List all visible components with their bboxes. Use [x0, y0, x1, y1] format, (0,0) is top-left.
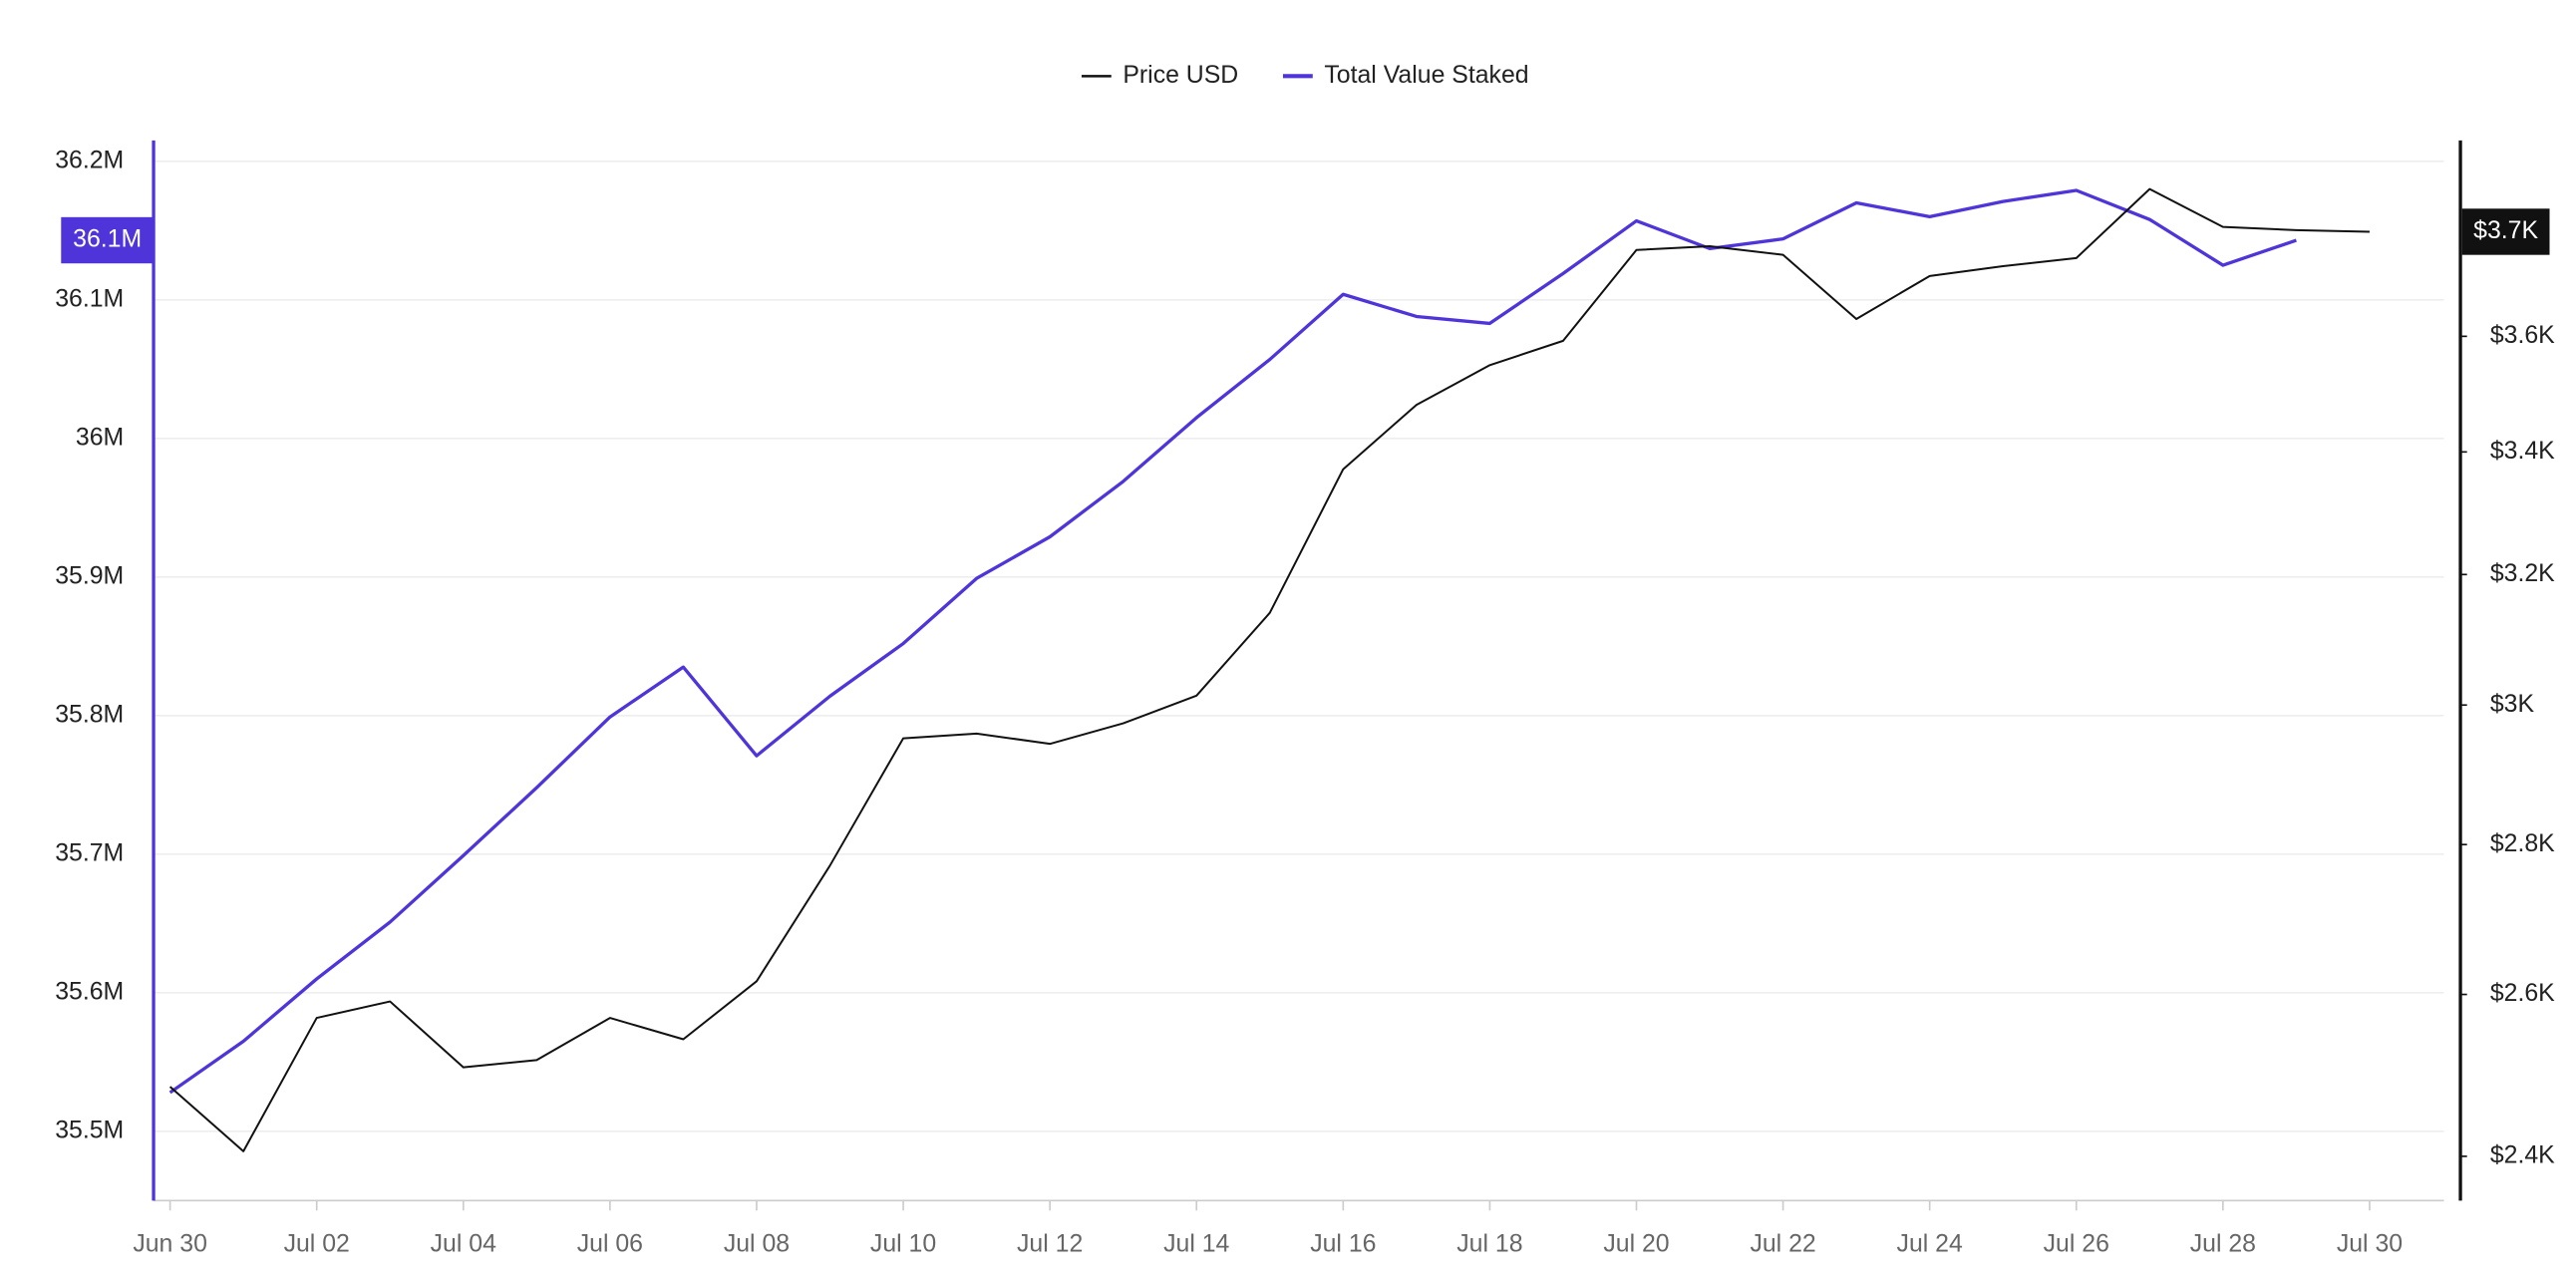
y2-tick-label: $3.4K	[2490, 438, 2555, 465]
x-tick-label: Jul 04	[431, 1231, 496, 1258]
x-tick-label: Jun 30	[133, 1231, 207, 1258]
legend-label: Price USD	[1123, 62, 1238, 89]
y2-tick-label: $3.2K	[2490, 560, 2555, 587]
x-tick-label: Jul 22	[1750, 1231, 1815, 1258]
y-tick-label: 36.2M	[55, 147, 124, 173]
x-tick-label: Jul 02	[284, 1231, 350, 1258]
x-tick-label: Jul 14	[1163, 1231, 1229, 1258]
current-badge	[2461, 208, 2550, 255]
current-label: 36.1M	[73, 226, 142, 253]
y2-tick-label: $2.6K	[2490, 980, 2555, 1007]
y-tick-label: 35.8M	[55, 701, 124, 728]
x-tick-label: Jul 20	[1603, 1231, 1669, 1258]
x-tick-label: Jul 30	[2337, 1231, 2403, 1258]
current-badge	[61, 216, 155, 264]
y2-tick-label: $3K	[2490, 691, 2535, 718]
x-tick-label: Jul 26	[2044, 1231, 2109, 1258]
y2-tick-label: $3.6K	[2490, 322, 2555, 349]
y2-tick-label: $2.4K	[2490, 1141, 2555, 1168]
y-tick-label: 35.5M	[55, 1117, 124, 1143]
y-tick-label: 35.6M	[55, 978, 124, 1005]
x-tick-label: Jul 08	[724, 1231, 790, 1258]
current-label: $3.7K	[2473, 217, 2538, 244]
y-tick-label: 35.9M	[55, 562, 124, 589]
x-tick-label: Jul 28	[2190, 1231, 2256, 1258]
x-tick-label: Jul 12	[1017, 1231, 1083, 1258]
x-tick-label: Jul 24	[1897, 1231, 1963, 1258]
series-line	[168, 187, 2370, 1152]
y-tick-label: 35.7M	[55, 839, 124, 866]
legend-label: Total Value Staked	[1324, 62, 1528, 89]
x-tick-label: Jul 06	[577, 1231, 643, 1258]
y-tick-label: 36M	[76, 424, 124, 451]
y2-tick-label: $2.8K	[2490, 830, 2555, 857]
x-tick-label: Jul 18	[1456, 1231, 1522, 1258]
x-tick-label: Jul 16	[1310, 1231, 1376, 1258]
y-tick-label: 36.1M	[55, 285, 124, 312]
x-tick-label: Jul 10	[870, 1231, 936, 1258]
series-line	[168, 188, 2297, 1095]
